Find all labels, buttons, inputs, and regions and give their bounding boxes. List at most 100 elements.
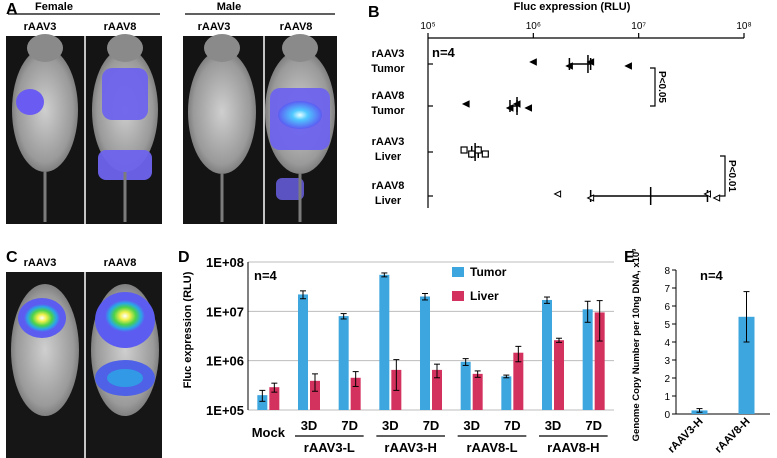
- panel-d-legend-label: Liver: [470, 289, 499, 303]
- panel-d-ytick-label: 1E+07: [206, 304, 244, 319]
- panel-c-sub-raav3: rAAV3: [24, 257, 57, 269]
- panel-d-ylabel: Fluc expression (RLU): [182, 271, 194, 388]
- panel-b-row-label: rAAV8: [372, 180, 405, 192]
- panel-b-row-label: Liver: [375, 195, 402, 207]
- male-mice-image: [183, 34, 337, 224]
- panel-b: B Fluc expression (RLU) 10⁵ 10⁶ 10⁷ 10⁸ n=4…: [368, 1, 752, 208]
- panel-d-bar-tumor: [338, 316, 349, 410]
- panel-d-bar-tumor: [379, 274, 390, 410]
- panel-e-ytick-label: 4: [664, 338, 670, 349]
- panel-d-day-label: 3D: [301, 418, 318, 433]
- panel-e-ytick-label: 1: [664, 392, 670, 403]
- panel-d-legend-swatch: [452, 267, 464, 277]
- panel-c-mice-image: [6, 272, 162, 458]
- panel-e-ylabel: Genome Copy Number per 10ng DNA, x10³: [631, 249, 642, 442]
- sub-female-raav3: rAAV3: [24, 21, 57, 33]
- panel-b-point: [586, 58, 595, 66]
- panel-b-row-label: rAAV3: [372, 48, 405, 60]
- panel-b-tick-label: 10⁶: [526, 21, 541, 32]
- panel-e-ytick-label: 7: [664, 284, 670, 295]
- panel-e-letter: E: [624, 249, 635, 266]
- panel-e-bar: [738, 316, 755, 414]
- panel-d-day-label: 3D: [463, 418, 480, 433]
- panel-d-ytick-label: 1E+08: [206, 255, 244, 270]
- panel-d-group-label: rAAV3-L: [304, 440, 355, 455]
- panel-b-point: [505, 104, 514, 112]
- panel-a-letter: A: [6, 1, 18, 18]
- panel-b-point: [461, 100, 470, 108]
- panel-d-bar-tumor: [420, 296, 430, 410]
- sub-male-raav8: rAAV8: [280, 21, 313, 33]
- panel-d: D Fluc expression (RLU) 1E+05 1E+06 1E+07 1…: [178, 249, 614, 455]
- panel-d-legend-label: Tumor: [470, 265, 507, 279]
- group-female-title: Female: [35, 1, 73, 13]
- panel-e-ytick-label: 2: [664, 374, 670, 385]
- panel-d-day-label: 7D: [341, 418, 358, 433]
- panel-b-tick-label: 10⁷: [631, 21, 646, 32]
- panel-b-point: [703, 190, 711, 198]
- panel-b-point: [468, 150, 476, 158]
- panel-d-day-label: 3D: [545, 418, 562, 433]
- pval-label-1: P<0.05: [656, 71, 667, 103]
- panel-b-row-label: rAAV8: [372, 90, 405, 102]
- panel-e: E Genome Copy Number per 10ng DNA, x10³ …: [624, 249, 770, 456]
- panel-d-day-label: 7D: [504, 418, 521, 433]
- panel-d-ytick-label: 1E+05: [206, 403, 244, 418]
- panel-b-point: [460, 146, 468, 154]
- panel-b-point: [524, 104, 533, 112]
- panel-d-bar-tumor: [542, 299, 552, 410]
- panel-e-category-label: rAAV8-H: [713, 416, 753, 456]
- panel-e-ytick-label: 8: [664, 266, 670, 277]
- panel-b-point: [474, 146, 482, 154]
- panel-b-point: [481, 150, 489, 158]
- panel-d-bar-liver: [269, 387, 280, 410]
- panel-e-n-label: n=4: [700, 268, 724, 283]
- panel-e-ytick-label: 5: [664, 320, 670, 331]
- sub-female-raav8: rAAV8: [104, 21, 137, 33]
- panel-d-bar-liver: [513, 352, 524, 410]
- panel-d-day-label: 7D: [423, 418, 440, 433]
- panel-d-bar-liver: [432, 369, 442, 410]
- panel-d-legend-swatch: [452, 291, 464, 301]
- panel-d-day-label: 3D: [382, 418, 399, 433]
- panel-b-tick-label: 10⁵: [420, 21, 435, 32]
- panel-d-ytick-label: 1E+06: [206, 354, 244, 369]
- panel-d-bar-liver: [594, 312, 605, 410]
- panel-c: C rAAV3 rAAV8: [6, 249, 162, 458]
- panel-c-sub-raav8: rAAV8: [104, 257, 137, 269]
- panel-d-letter: D: [178, 249, 190, 266]
- female-mice-image: [6, 34, 162, 224]
- panel-d-bar-tumor: [501, 376, 512, 410]
- sub-male-raav3: rAAV3: [198, 21, 231, 33]
- panel-d-bar-liver: [350, 377, 361, 410]
- pval-bracket-2: P<0.01: [720, 155, 737, 197]
- panel-c-letter: C: [6, 249, 18, 266]
- panel-d-group-label: rAAV3-H: [384, 440, 437, 455]
- panel-b-point: [529, 58, 537, 66]
- panel-d-bar-tumor: [582, 309, 593, 410]
- panel-d-bar-tumor: [460, 361, 471, 410]
- panel-b-xlabel: Fluc expression (RLU): [514, 1, 631, 13]
- panel-d-day-label: 7D: [585, 418, 602, 433]
- panel-d-bar-liver: [472, 373, 483, 410]
- panel-e-ytick-label: 6: [664, 302, 670, 313]
- panel-b-point: [565, 62, 573, 70]
- panel-a: A Female Male rAAV3 rAAV8 rAAV3 rAAV8: [6, 1, 337, 224]
- panel-b-letter: B: [368, 4, 380, 21]
- panel-b-tick-label: 10⁸: [736, 21, 751, 32]
- pval-bracket-1: P<0.05: [650, 67, 667, 107]
- panel-e-category-label: rAAV3-H: [666, 416, 706, 456]
- panel-d-bar-tumor: [298, 294, 308, 410]
- panel-d-group-label: rAAV8-H: [547, 440, 600, 455]
- panel-d-bar-liver: [310, 380, 320, 410]
- panel-e-ytick-label: 3: [664, 356, 670, 367]
- panel-b-row-label: Liver: [375, 151, 402, 163]
- panel-b-row-label: Tumor: [371, 105, 405, 117]
- panel-d-bar-liver: [554, 340, 564, 410]
- panel-b-row-label: Tumor: [371, 63, 405, 75]
- panel-b-n-label: n=4: [432, 45, 456, 60]
- panel-b-point: [712, 194, 721, 202]
- pval-label-2: P<0.01: [726, 160, 737, 192]
- panel-b-point: [512, 100, 521, 108]
